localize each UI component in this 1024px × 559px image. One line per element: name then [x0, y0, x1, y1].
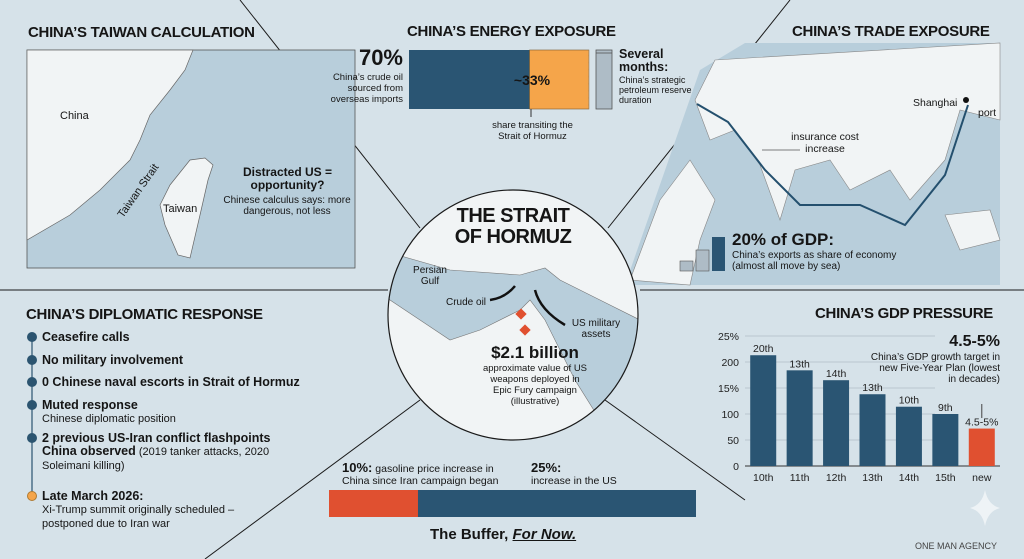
sparkle-icon	[970, 490, 1000, 526]
tagline: The Buffer, For Now.	[430, 526, 577, 543]
gasoline-us: 25%: increase in the US	[531, 460, 617, 487]
bar-label: 4.5-5%	[965, 417, 998, 429]
x-tick-label: 11th	[790, 472, 810, 484]
label-shanghai: Shanghai	[913, 97, 958, 109]
label-persian-gulf: Persian Gulf	[413, 265, 447, 287]
energy-title: CHINA’S ENERGY EXPOSURE	[407, 23, 616, 40]
weapons-value: $2.1 billion	[491, 343, 579, 362]
bar	[786, 370, 813, 466]
weapons-desc: approximate value of US weapons deployed…	[482, 363, 588, 407]
timeline-item: 0 Chinese naval escorts in Strait of Hor…	[42, 375, 300, 389]
hormuz-segment	[529, 49, 590, 110]
y-tick-label: 200	[721, 357, 739, 369]
imports-desc: China’s crude oil sourced from overseas …	[330, 72, 403, 105]
bar	[968, 428, 995, 466]
timeline-item: Late March 2026: Xi-Trump summit original…	[42, 489, 235, 531]
reserve-desc: China’s strategic petroleum reserve dura…	[619, 75, 692, 105]
label-taiwan: Taiwan	[163, 203, 198, 215]
trade-title: CHINA’S TRADE EXPOSURE	[792, 23, 990, 40]
diplomatic-title: CHINA’S DIPLOMATIC RESPONSE	[26, 306, 263, 323]
gdp-target-desc: China’s GDP growth target in new Five-Ye…	[870, 352, 1000, 385]
timeline-dot	[27, 355, 37, 365]
bar	[823, 380, 850, 466]
hormuz-title: THE STRAIT OF HORMUZ	[454, 205, 572, 248]
china-increase-segment	[329, 490, 418, 517]
taiwan-title: CHINA’S TAIWAN CALCULATION	[28, 24, 255, 41]
bar	[859, 394, 886, 466]
gasoline-bar	[329, 490, 696, 517]
x-tick-label: 14th	[899, 472, 920, 484]
x-tick-label: 13th	[862, 472, 883, 484]
bar-label: 13th	[789, 358, 810, 370]
bar	[895, 406, 922, 466]
distracted-us-sub: Chinese calculus says: more dangerous, n…	[223, 195, 351, 217]
x-tick-label: 12th	[826, 472, 847, 484]
trade-gdp-title: 20% of GDP:	[732, 230, 835, 249]
timeline-dot	[27, 400, 37, 410]
timeline-dot	[27, 332, 37, 342]
bar	[932, 414, 959, 466]
gdp-chart: 0 50 100 15% 200 25% 20th 10th 13th 11th 14th 12th 1…	[718, 331, 1000, 484]
timeline-item: Ceasefire calls	[42, 330, 130, 344]
label-crude-oil: Crude oil	[446, 297, 487, 308]
hormuz-share-desc: share transiting the Strait of Hormuz	[492, 120, 573, 142]
label-us-assets: US military assets	[571, 318, 621, 340]
x-tick-label: 15th	[935, 472, 956, 484]
trade-gdp-desc: China’s exports as share of economy (alm…	[732, 250, 897, 272]
bar-label: 9th	[938, 402, 953, 414]
x-tick-label: 10th	[753, 472, 774, 484]
bar-label: 20th	[753, 343, 774, 355]
timeline-dot	[27, 377, 37, 387]
label-insurance: insurance cost increase	[791, 131, 859, 155]
bar-label: 14th	[826, 368, 847, 380]
gasoline-china: 10%: gasoline price increase in China si…	[342, 460, 499, 487]
label-port: port	[978, 107, 997, 119]
timeline-item: 2 previous US-Iran conflict flashpoints …	[42, 431, 271, 473]
watermark: ONE MAN AGENCY	[915, 541, 998, 551]
gdp-target: 4.5-5%	[949, 333, 1000, 350]
distracted-us-headline: Distracted US = opportunity?	[242, 165, 333, 192]
hormuz-map	[387, 189, 639, 441]
y-tick-label: 50	[727, 435, 739, 447]
label-china: China	[60, 110, 89, 122]
hormuz-share-label: ~33%	[513, 72, 551, 88]
reserve-title: Several months:	[619, 47, 669, 74]
y-tick-label: 100	[721, 409, 739, 421]
energy-bars	[409, 49, 590, 110]
y-tick-label: 25%	[718, 331, 739, 343]
y-tick-label: 15%	[718, 383, 739, 395]
bar-label: 10th	[899, 395, 920, 407]
x-tick-label: new	[972, 472, 992, 484]
imports-pct: 70%	[358, 45, 403, 70]
timeline-item: No military involvement	[42, 353, 184, 367]
y-tick-label: 0	[733, 461, 739, 473]
imports-segment	[409, 50, 530, 109]
timeline-item: Muted response Chinese diplomatic positio…	[42, 398, 176, 426]
bar	[750, 355, 777, 466]
bar-label: 13th	[862, 382, 883, 394]
trade-map	[625, 42, 1001, 286]
timeline-dot	[27, 433, 37, 443]
timeline-dot-highlight	[27, 491, 37, 501]
gdp-title: CHINA’S GDP PRESSURE	[815, 305, 993, 322]
taiwan-map	[26, 49, 356, 269]
